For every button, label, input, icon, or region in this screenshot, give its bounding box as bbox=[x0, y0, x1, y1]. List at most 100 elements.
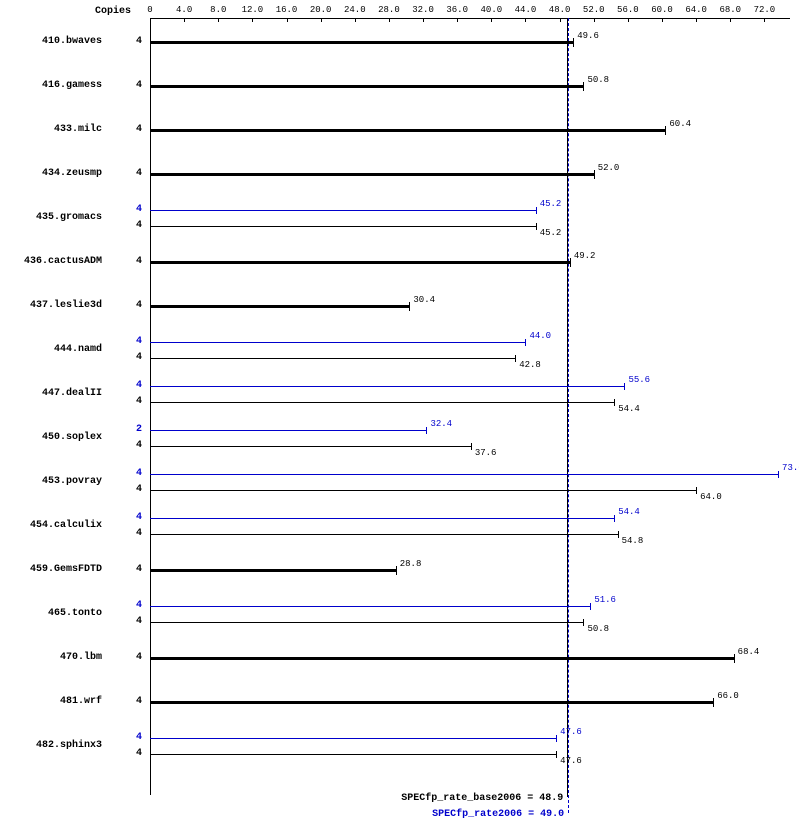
bar-base-cap bbox=[594, 170, 595, 179]
bar-peak-cap bbox=[556, 735, 557, 742]
bar-base-cap bbox=[515, 355, 516, 362]
value-base: 60.4 bbox=[669, 119, 691, 129]
benchmark-label: 481.wrf bbox=[2, 696, 102, 707]
x-tick-label: 44.0 bbox=[515, 5, 537, 15]
benchmark-label: 454.calculix bbox=[2, 520, 102, 531]
bar-peak bbox=[150, 210, 536, 211]
x-tick-label: 12.0 bbox=[242, 5, 264, 15]
bar-base bbox=[150, 305, 409, 308]
x-tick-label: 36.0 bbox=[446, 5, 468, 15]
ref-line-peak bbox=[568, 18, 569, 813]
benchmark-label: 436.cactusADM bbox=[2, 256, 102, 267]
x-tick-label: 0 bbox=[147, 5, 152, 15]
x-tick-label: 56.0 bbox=[617, 5, 639, 15]
bar-base bbox=[150, 226, 536, 227]
bar-base-cap bbox=[573, 38, 574, 47]
spec-benchmark-chart: Copies04.08.012.016.020.024.028.032.036.… bbox=[0, 0, 799, 831]
x-tick-mark bbox=[252, 18, 253, 22]
bar-base-cap bbox=[396, 566, 397, 575]
bar-base-cap bbox=[409, 302, 410, 311]
value-peak: 54.4 bbox=[618, 507, 640, 517]
bar-peak-cap bbox=[590, 603, 591, 610]
bar-base bbox=[150, 85, 583, 88]
bar-peak bbox=[150, 430, 426, 431]
x-tick-mark bbox=[525, 18, 526, 22]
x-tick-label: 64.0 bbox=[685, 5, 707, 15]
value-base: 68.4 bbox=[738, 647, 760, 657]
copies-base: 4 bbox=[120, 652, 142, 663]
value-base: 50.8 bbox=[587, 624, 609, 634]
x-tick-mark bbox=[764, 18, 765, 22]
x-tick-label: 32.0 bbox=[412, 5, 434, 15]
copies-base: 4 bbox=[120, 748, 142, 759]
value-base: 54.4 bbox=[618, 404, 640, 414]
copies-peak: 4 bbox=[120, 204, 142, 215]
bar-peak bbox=[150, 342, 525, 343]
benchmark-label: 437.leslie3d bbox=[2, 300, 102, 311]
x-tick-label: 8.0 bbox=[210, 5, 226, 15]
bar-base bbox=[150, 622, 583, 623]
bar-peak bbox=[150, 606, 590, 607]
bar-base-cap bbox=[618, 531, 619, 538]
value-peak: 44.0 bbox=[529, 331, 551, 341]
x-tick-mark bbox=[560, 18, 561, 22]
bar-base-cap bbox=[471, 443, 472, 450]
copies-base: 4 bbox=[120, 168, 142, 179]
bar-base-cap bbox=[614, 399, 615, 406]
x-tick-label: 68.0 bbox=[719, 5, 741, 15]
x-tick-label: 24.0 bbox=[344, 5, 366, 15]
copies-base: 4 bbox=[120, 256, 142, 267]
value-base: 28.8 bbox=[400, 559, 422, 569]
x-tick-label: 52.0 bbox=[583, 5, 605, 15]
bar-base bbox=[150, 402, 614, 403]
summary-peak: SPECfp_rate2006 = 49.0 bbox=[432, 809, 564, 820]
copies-peak: 4 bbox=[120, 732, 142, 743]
copies-base: 4 bbox=[120, 36, 142, 47]
value-peak: 55.6 bbox=[628, 375, 650, 385]
x-tick-label: 60.0 bbox=[651, 5, 673, 15]
x-tick-label: 28.0 bbox=[378, 5, 400, 15]
bar-base-cap bbox=[696, 487, 697, 494]
copies-peak: 4 bbox=[120, 468, 142, 479]
benchmark-label: 433.milc bbox=[2, 124, 102, 135]
value-peak: 45.2 bbox=[540, 199, 562, 209]
y-axis-line bbox=[150, 18, 151, 795]
benchmark-label: 416.gamess bbox=[2, 80, 102, 91]
x-tick-label: 20.0 bbox=[310, 5, 332, 15]
bar-base bbox=[150, 358, 515, 359]
x-tick-mark bbox=[355, 18, 356, 22]
copies-base: 4 bbox=[120, 220, 142, 231]
benchmark-label: 434.zeusmp bbox=[2, 168, 102, 179]
bar-peak bbox=[150, 386, 624, 387]
x-axis-line bbox=[150, 18, 790, 19]
x-tick-mark bbox=[491, 18, 492, 22]
value-base: 37.6 bbox=[475, 448, 497, 458]
bar-base bbox=[150, 490, 696, 491]
bar-base-cap bbox=[583, 619, 584, 626]
bar-base bbox=[150, 446, 471, 447]
value-base: 49.2 bbox=[574, 251, 596, 261]
copies-peak: 4 bbox=[120, 380, 142, 391]
value-base: 64.0 bbox=[700, 492, 722, 502]
value-peak: 32.4 bbox=[430, 419, 452, 429]
copies-base: 4 bbox=[120, 528, 142, 539]
value-peak: 73.6 bbox=[782, 463, 799, 473]
copies-base: 4 bbox=[120, 80, 142, 91]
bar-base bbox=[150, 534, 618, 535]
x-tick-label: 16.0 bbox=[276, 5, 298, 15]
value-base: 50.8 bbox=[587, 75, 609, 85]
x-tick-mark bbox=[321, 18, 322, 22]
benchmark-label: 470.lbm bbox=[2, 652, 102, 663]
benchmark-label: 459.GemsFDTD bbox=[2, 564, 102, 575]
bar-peak-cap bbox=[614, 515, 615, 522]
bar-base-cap bbox=[713, 698, 714, 707]
bar-peak-cap bbox=[426, 427, 427, 434]
bar-peak-cap bbox=[624, 383, 625, 390]
bar-base bbox=[150, 261, 570, 264]
copies-base: 4 bbox=[120, 440, 142, 451]
copies-base: 4 bbox=[120, 396, 142, 407]
x-tick-mark bbox=[389, 18, 390, 22]
bar-base-cap bbox=[556, 751, 557, 758]
value-base: 54.8 bbox=[622, 536, 644, 546]
copies-base: 4 bbox=[120, 352, 142, 363]
